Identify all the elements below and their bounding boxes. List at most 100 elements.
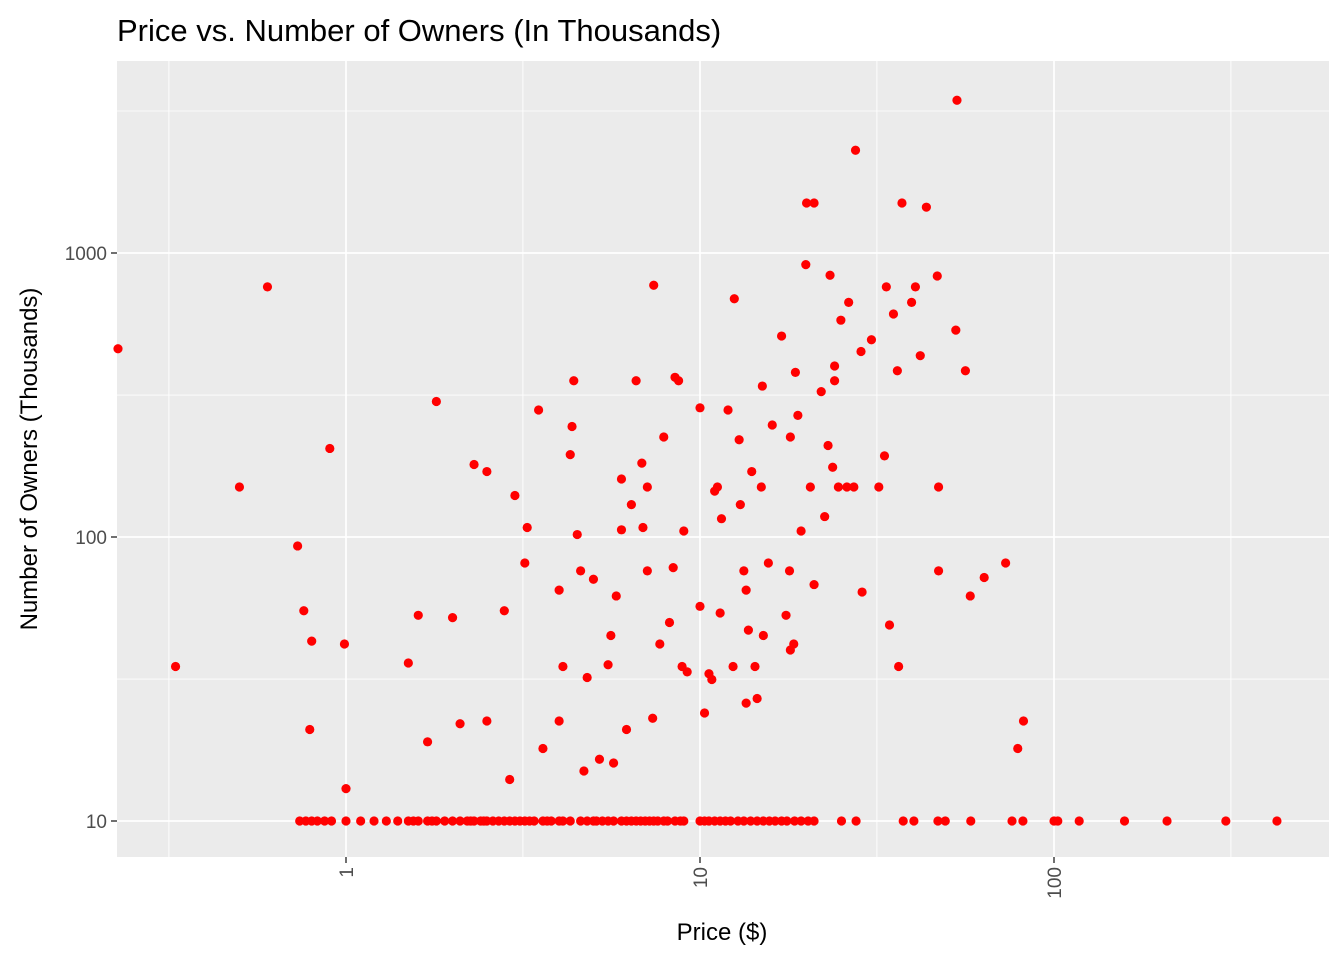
data-point [979, 572, 989, 583]
data-point [579, 766, 589, 776]
data-point [558, 816, 568, 826]
data-point [728, 661, 738, 672]
data-point [933, 482, 944, 492]
data-point [809, 198, 819, 208]
data-point [626, 500, 636, 510]
data-point [638, 522, 648, 533]
data-point [440, 816, 450, 826]
data-point [699, 708, 710, 718]
data-point [588, 574, 599, 584]
data-point [447, 613, 458, 623]
data-point [750, 661, 760, 672]
data-point [499, 606, 509, 616]
data-point [796, 526, 806, 536]
data-point [801, 198, 812, 208]
data-point [756, 482, 766, 492]
data-point [554, 716, 564, 726]
data-point [781, 610, 791, 620]
data-point [482, 466, 492, 477]
y-tick-label: 1000 [65, 244, 107, 265]
data-point [715, 608, 725, 618]
data-point [649, 280, 659, 290]
data-point [897, 198, 907, 208]
data-point [455, 816, 465, 826]
data-point [829, 376, 840, 386]
data-point [884, 620, 895, 630]
data-point [785, 432, 795, 442]
data-point [403, 658, 413, 668]
data-point [381, 816, 391, 826]
data-point [1018, 816, 1028, 826]
data-point [113, 344, 123, 354]
data-point [455, 719, 465, 729]
data-point [879, 451, 890, 461]
data-point [356, 816, 366, 826]
data-point [707, 674, 717, 685]
data-point [915, 351, 925, 361]
data-point [851, 816, 861, 826]
data-point [695, 403, 705, 413]
data-point [312, 816, 322, 826]
data-point [716, 514, 727, 524]
data-point [933, 816, 943, 826]
data-point [857, 587, 867, 597]
data-point [712, 482, 723, 492]
data-point [616, 474, 627, 484]
data-point [776, 331, 787, 341]
data-point [393, 816, 403, 826]
data-point [546, 816, 556, 826]
data-point [763, 558, 773, 568]
data-point [805, 482, 815, 492]
x-tick-label: 100 [1045, 867, 1066, 899]
data-point [567, 421, 577, 432]
data-point [866, 335, 877, 345]
data-point [469, 816, 479, 826]
data-point [608, 758, 619, 768]
data-point [1272, 816, 1282, 826]
data-point [569, 376, 579, 386]
data-point [642, 482, 652, 492]
data-point [664, 617, 675, 628]
data-point [611, 591, 621, 601]
data-point [849, 482, 859, 492]
data-point [616, 525, 627, 535]
y-tick-label: 10 [86, 812, 107, 833]
data-point [739, 566, 749, 576]
data-point [341, 816, 351, 826]
data-point [940, 816, 950, 826]
data-point [757, 381, 767, 391]
data-point [966, 816, 976, 826]
x-axis-title: Price ($) [677, 919, 768, 946]
data-point [965, 591, 975, 601]
data-point [844, 297, 854, 307]
data-point [341, 784, 351, 794]
data-point [447, 816, 458, 826]
data-point [413, 610, 423, 620]
data-point [796, 816, 806, 826]
data-point [910, 282, 921, 292]
data-point [594, 754, 605, 764]
data-point [659, 432, 669, 442]
data-point [825, 270, 835, 280]
data-point [820, 511, 830, 522]
data-point [538, 743, 548, 754]
data-point [933, 566, 944, 576]
data-point [836, 816, 847, 826]
data-point [816, 387, 826, 397]
data-point [790, 367, 801, 377]
y-tick-label: 100 [75, 528, 107, 549]
data-point [729, 294, 739, 304]
data-point [898, 816, 908, 826]
data-point [663, 816, 673, 826]
data-point [603, 660, 613, 670]
data-point [510, 490, 520, 501]
data-point [576, 566, 586, 576]
data-point [529, 816, 539, 826]
data-point [413, 816, 423, 826]
data-point [793, 410, 803, 421]
x-tick-label: 1 [337, 867, 358, 878]
data-point [809, 579, 819, 590]
data-point [637, 458, 647, 468]
data-point [293, 541, 303, 551]
data-point [743, 625, 753, 635]
